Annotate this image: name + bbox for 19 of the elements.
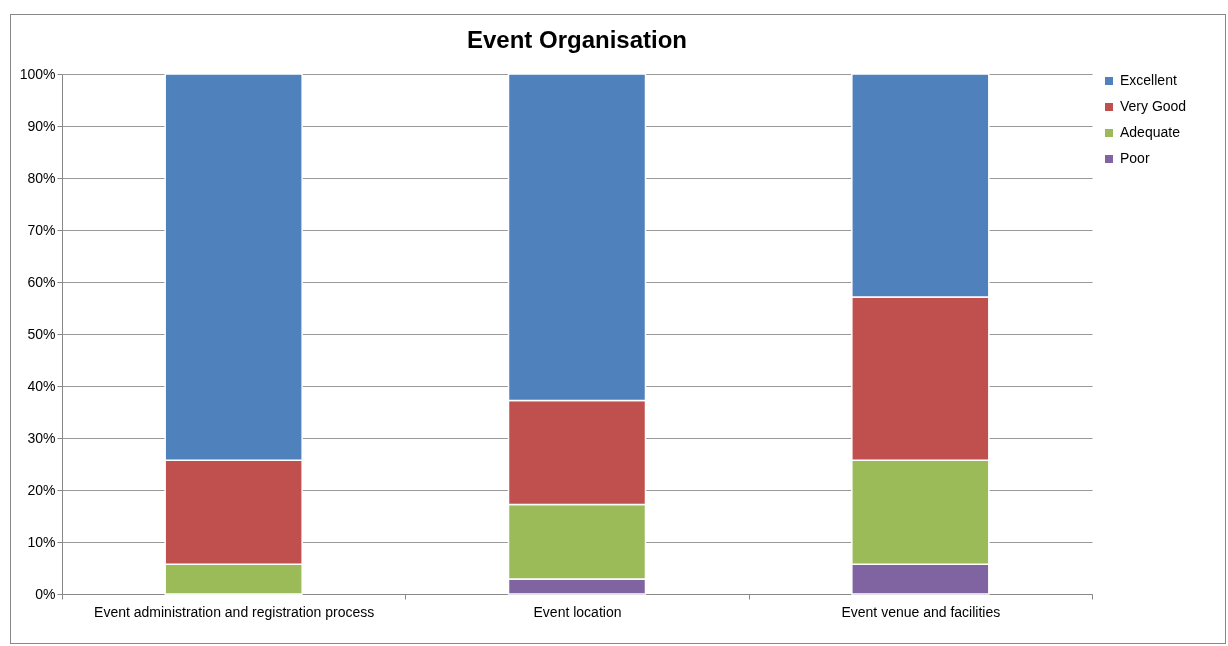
y-tick-label: 10% <box>27 533 56 550</box>
x-tick-label: Event administration and registration process <box>94 603 375 620</box>
x-tick-label: Event venue and facilities <box>841 603 1001 620</box>
legend-label: Excellent <box>1120 72 1177 88</box>
y-tick-label: 60% <box>27 273 56 290</box>
y-tick-label: 40% <box>27 377 56 394</box>
x-tick-label: Event location <box>533 603 622 620</box>
legend-label: Adequate <box>1120 124 1181 140</box>
legend-label: Poor <box>1120 150 1150 166</box>
y-tick-label: 50% <box>27 325 56 342</box>
y-tick-label: 30% <box>27 429 56 446</box>
y-tick-label: 0% <box>35 585 56 602</box>
y-tick-label: 70% <box>27 221 56 238</box>
y-tick-label: 80% <box>27 169 56 186</box>
y-tick-label: 20% <box>27 481 56 498</box>
chart-title: Event Organisation <box>466 26 688 53</box>
y-tick-label: 100% <box>19 65 56 82</box>
y-tick-label: 90% <box>27 117 56 134</box>
legend-label: Very Good <box>1120 98 1187 114</box>
